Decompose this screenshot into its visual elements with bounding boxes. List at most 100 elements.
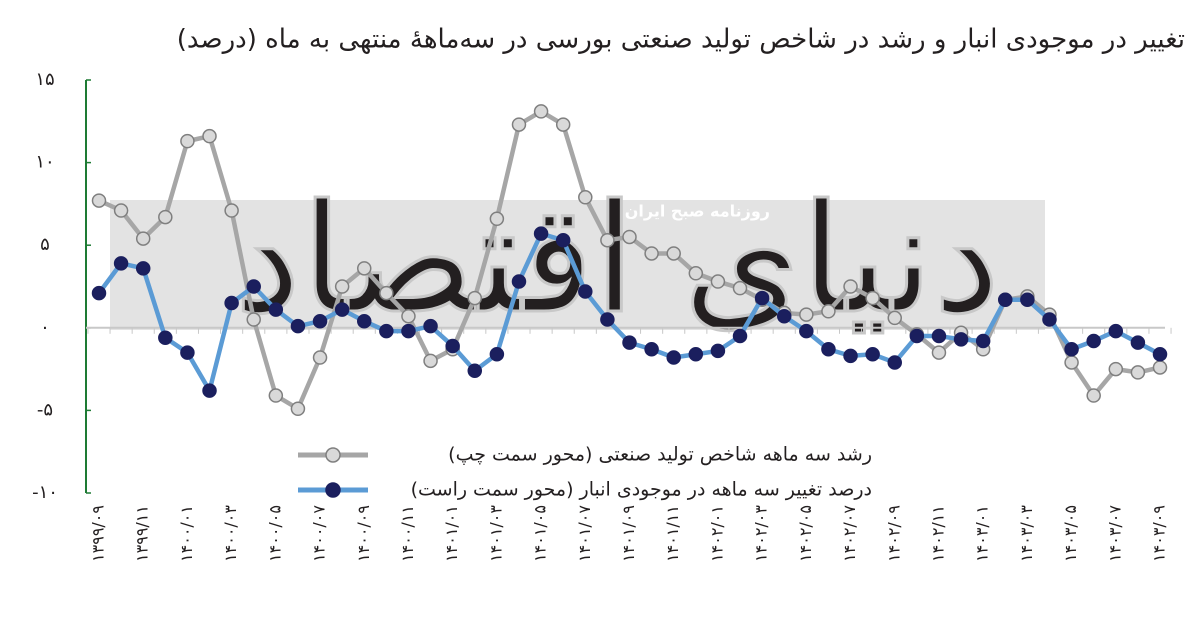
x-tick-label: ۱۴۰۰/۰۹ — [354, 505, 373, 562]
x-tick-label: ۱۴۰۱/۰۱ — [442, 505, 461, 562]
point — [644, 342, 659, 357]
watermark-box — [110, 200, 1045, 330]
point — [821, 304, 836, 319]
point — [334, 279, 350, 294]
x-tick-label: ۱۴۰۲/۰۷ — [840, 505, 859, 562]
point — [1108, 323, 1124, 339]
point — [135, 261, 151, 276]
legend-label: رشد سه ماهه شاخص تولید صنعتی (محور سمت چ… — [448, 444, 872, 466]
point — [600, 232, 615, 248]
x-tick-label: ۱۴۰۰/۰۳ — [221, 505, 240, 562]
point — [799, 323, 814, 339]
point — [1064, 355, 1079, 370]
point — [555, 117, 571, 132]
x-tick-label: ۱۴۰۲/۰۳ — [752, 505, 771, 562]
y-tick-label: -۵ — [37, 399, 53, 420]
point — [887, 355, 902, 370]
y-tick-label: ۱۰ — [35, 152, 54, 173]
point — [1086, 333, 1101, 349]
x-tick-label: ۱۴۰۰/۰۱ — [177, 505, 196, 562]
point — [843, 279, 858, 294]
point — [401, 308, 416, 324]
point — [975, 333, 991, 349]
point — [113, 203, 129, 218]
point — [158, 209, 173, 225]
point — [1152, 360, 1168, 375]
point — [135, 231, 151, 246]
point — [710, 274, 726, 289]
point — [865, 290, 880, 306]
point — [622, 229, 637, 245]
point — [909, 328, 925, 344]
point — [290, 318, 306, 334]
point — [1152, 346, 1168, 362]
point — [533, 104, 549, 119]
point — [91, 193, 107, 208]
point — [290, 401, 306, 416]
point — [312, 350, 328, 365]
point — [467, 290, 483, 306]
legend-marker — [325, 482, 341, 498]
point — [732, 280, 748, 296]
point — [423, 353, 438, 369]
point — [91, 285, 107, 301]
x-tick-label: ۱۴۰۳/۰۳ — [1017, 505, 1036, 562]
point — [158, 330, 173, 345]
point — [489, 211, 505, 227]
point — [312, 313, 328, 329]
point — [887, 310, 902, 326]
point — [644, 246, 659, 261]
watermark-logo: دنیای اقتصاد — [234, 173, 1000, 347]
point — [357, 261, 372, 276]
y-tick-label: ۰ — [40, 317, 50, 338]
point — [622, 335, 637, 350]
point — [1042, 312, 1057, 327]
x-tick-label: ۱۴۰۲/۰۱ — [707, 505, 726, 562]
x-tick-label: ۱۴۰۳/۰۵ — [1061, 505, 1080, 562]
point — [511, 117, 527, 132]
point — [821, 342, 836, 357]
point — [732, 328, 748, 344]
x-tick-label: ۱۴۰۰/۰۵ — [265, 505, 284, 562]
x-tick-label: ۱۴۰۱/۰۳ — [486, 505, 505, 562]
point — [1130, 365, 1146, 380]
x-tick-label: ۱۴۰۱/۰۵ — [531, 505, 550, 562]
point — [533, 226, 549, 241]
x-tick-label: ۱۴۰۱/۱۱ — [663, 505, 682, 562]
x-tick-label: ۱۴۰۱/۰۹ — [619, 505, 638, 562]
point — [799, 307, 814, 322]
point — [246, 279, 261, 294]
point — [865, 346, 880, 362]
point — [555, 232, 571, 248]
x-tick-label: ۱۴۰۲/۰۵ — [796, 505, 815, 562]
point — [202, 383, 217, 398]
watermark-text: روزنامه صبح ایران — [625, 202, 770, 221]
point — [246, 312, 261, 327]
point — [953, 332, 969, 347]
point — [998, 292, 1013, 307]
point — [445, 338, 460, 354]
x-tick-label: ۱۴۰۳/۰۷ — [1105, 505, 1124, 562]
point — [600, 312, 615, 327]
point — [224, 203, 239, 218]
point — [401, 323, 416, 339]
x-tick-label: ۱۴۰۳/۰۱ — [973, 505, 992, 562]
chart-title: تغییر در موجودی انبار و رشد در شاخص تولی… — [177, 25, 1185, 55]
point — [334, 302, 350, 317]
point — [1086, 388, 1101, 403]
point — [666, 246, 681, 261]
legend-marker — [325, 447, 341, 463]
x-tick-label: ۱۳۹۹/۰۹ — [89, 505, 108, 562]
y-tick-label: -۱۰ — [32, 482, 58, 503]
point — [511, 274, 527, 289]
point — [202, 128, 217, 144]
y-tick-label: ۱۵ — [35, 69, 54, 90]
point — [268, 388, 284, 403]
point — [666, 350, 681, 365]
point — [931, 328, 947, 344]
y-tick-label: ۵ — [40, 234, 50, 255]
point — [931, 345, 947, 360]
point — [1130, 335, 1146, 350]
point — [467, 363, 483, 379]
